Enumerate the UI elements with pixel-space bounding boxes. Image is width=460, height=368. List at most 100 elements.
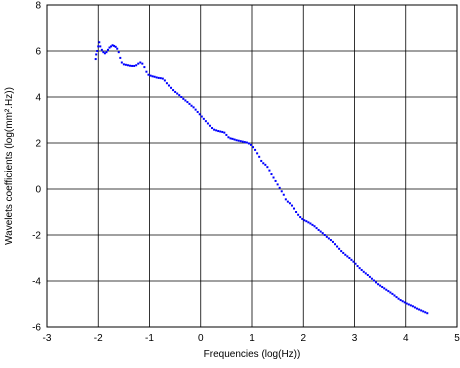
data-point xyxy=(309,222,312,225)
data-point xyxy=(377,283,380,286)
data-point xyxy=(98,41,101,44)
data-point xyxy=(393,294,396,297)
data-point xyxy=(282,193,285,196)
data-point xyxy=(258,155,261,158)
data-point xyxy=(385,288,388,291)
data-point xyxy=(165,82,168,85)
data-point xyxy=(172,89,175,92)
data-point xyxy=(420,309,423,312)
data-point xyxy=(368,275,371,278)
data-point xyxy=(122,63,125,66)
data-point xyxy=(100,48,103,51)
data-point xyxy=(305,220,308,223)
data-point xyxy=(99,45,102,48)
data-point xyxy=(137,62,140,65)
data-point xyxy=(102,51,105,54)
data-point xyxy=(266,166,269,169)
data-point xyxy=(188,102,191,105)
data-point xyxy=(116,47,119,50)
data-point xyxy=(315,227,318,230)
data-point xyxy=(375,281,378,284)
data-point xyxy=(215,129,218,132)
data-point xyxy=(227,136,230,139)
data-point xyxy=(354,262,357,265)
data-point xyxy=(297,213,300,216)
data-point xyxy=(159,77,162,80)
data-point xyxy=(231,137,234,140)
data-point xyxy=(198,113,201,116)
data-point xyxy=(272,176,275,179)
data-point xyxy=(254,148,257,151)
data-point xyxy=(366,274,369,277)
data-point xyxy=(217,130,220,133)
data-point xyxy=(290,204,293,207)
data-point xyxy=(113,44,116,47)
data-point xyxy=(401,300,404,303)
data-point xyxy=(149,74,152,77)
data-point xyxy=(329,239,332,242)
data-point xyxy=(262,162,265,165)
data-point xyxy=(94,58,97,61)
data-point xyxy=(178,94,181,97)
data-point xyxy=(301,217,304,220)
data-point xyxy=(372,279,375,282)
data-point xyxy=(307,221,310,224)
data-point xyxy=(233,138,236,141)
data-point xyxy=(245,141,248,144)
data-point xyxy=(213,128,216,131)
data-point xyxy=(387,290,390,293)
data-point xyxy=(424,311,427,314)
data-point xyxy=(252,146,255,149)
data-point xyxy=(256,152,259,155)
data-point xyxy=(110,45,113,48)
data-point xyxy=(278,186,281,189)
data-point xyxy=(237,139,240,142)
y-tick-label: -2 xyxy=(32,231,41,242)
data-point xyxy=(407,303,410,306)
data-point xyxy=(260,159,263,162)
data-point xyxy=(106,48,109,51)
data-point xyxy=(208,124,211,127)
x-tick-label: -1 xyxy=(145,333,154,344)
data-point xyxy=(155,76,158,79)
x-axis-ticks: -3 -2 -1 0 1 2 3 4 5 xyxy=(43,333,460,344)
data-point xyxy=(293,207,296,210)
data-point xyxy=(360,268,363,271)
data-point xyxy=(344,253,347,256)
y-tick-label: 0 xyxy=(35,185,41,196)
data-point xyxy=(405,302,408,305)
data-point xyxy=(119,56,122,59)
y-tick-label: -4 xyxy=(32,277,41,288)
data-point xyxy=(284,198,287,201)
data-point xyxy=(170,86,173,89)
data-point xyxy=(96,50,99,52)
data-point xyxy=(223,131,226,134)
data-point xyxy=(120,61,123,64)
data-point xyxy=(409,304,412,307)
data-point xyxy=(133,64,136,67)
data-point xyxy=(243,141,246,144)
data-point xyxy=(190,104,193,107)
data-point xyxy=(264,163,267,166)
x-tick-label: 1 xyxy=(249,333,255,344)
data-point xyxy=(241,140,244,143)
data-point xyxy=(211,127,214,130)
data-point xyxy=(124,63,127,66)
x-tick-label: 2 xyxy=(300,333,306,344)
data-point xyxy=(206,122,209,125)
x-tick-label: -2 xyxy=(94,333,103,344)
data-point xyxy=(225,133,228,136)
data-point xyxy=(182,97,185,100)
data-point xyxy=(303,219,306,222)
data-point xyxy=(167,84,170,87)
data-point xyxy=(317,228,320,231)
data-point xyxy=(426,312,429,315)
data-point xyxy=(268,169,271,172)
data-point xyxy=(319,230,322,233)
data-point xyxy=(219,130,222,133)
data-point xyxy=(161,77,164,80)
data-point xyxy=(163,79,166,82)
data-point xyxy=(176,92,179,95)
x-tick-label: 3 xyxy=(352,333,358,344)
x-axis-label: Frequencies (log(Hz)) xyxy=(204,349,301,360)
